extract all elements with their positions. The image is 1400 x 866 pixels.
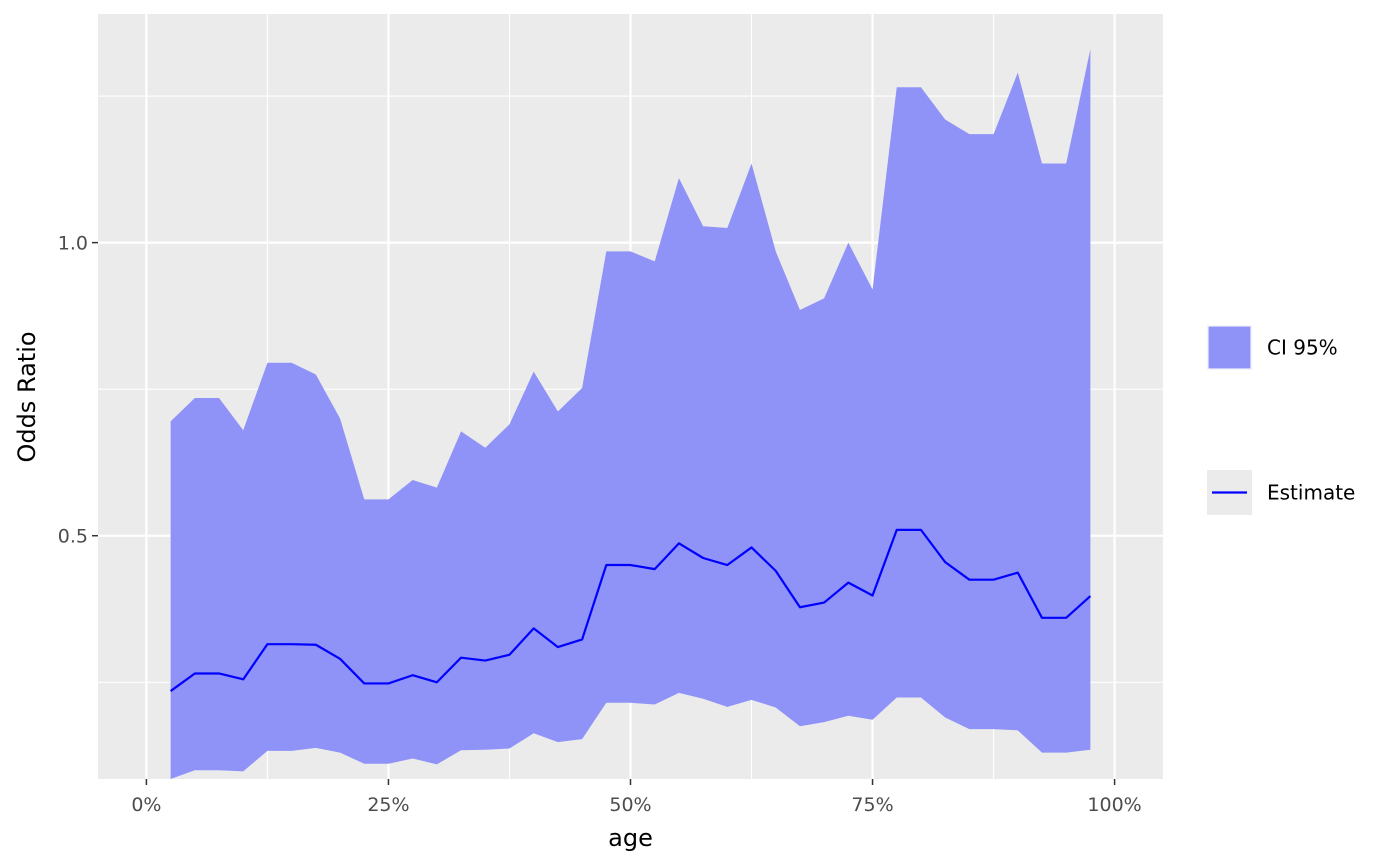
x-axis-title: age (608, 824, 653, 852)
x-tick-label: 50% (609, 794, 651, 816)
legend-label: Estimate (1267, 481, 1355, 505)
legend-label: CI 95% (1267, 336, 1338, 360)
estimate-line (169, 528, 1092, 692)
legend-key-fill (1207, 325, 1252, 370)
x-tick-label: 100% (1087, 794, 1141, 816)
y-axis: 0.5 1.0 (58, 233, 98, 548)
series-layer (169, 49, 1092, 779)
y-tick-label: 0.5 (58, 526, 88, 548)
x-tick-label: 0% (131, 794, 161, 816)
legend: CI 95% Estimate (1207, 325, 1355, 515)
x-tick-label: 75% (851, 794, 893, 816)
x-axis: 0% 25% 50% 75% 100% (131, 779, 1142, 816)
y-tick-label: 1.0 (58, 233, 88, 255)
ci-band (170, 49, 1091, 779)
x-tick-label: 25% (367, 794, 409, 816)
y-axis-title: Odds Ratio (13, 331, 41, 462)
